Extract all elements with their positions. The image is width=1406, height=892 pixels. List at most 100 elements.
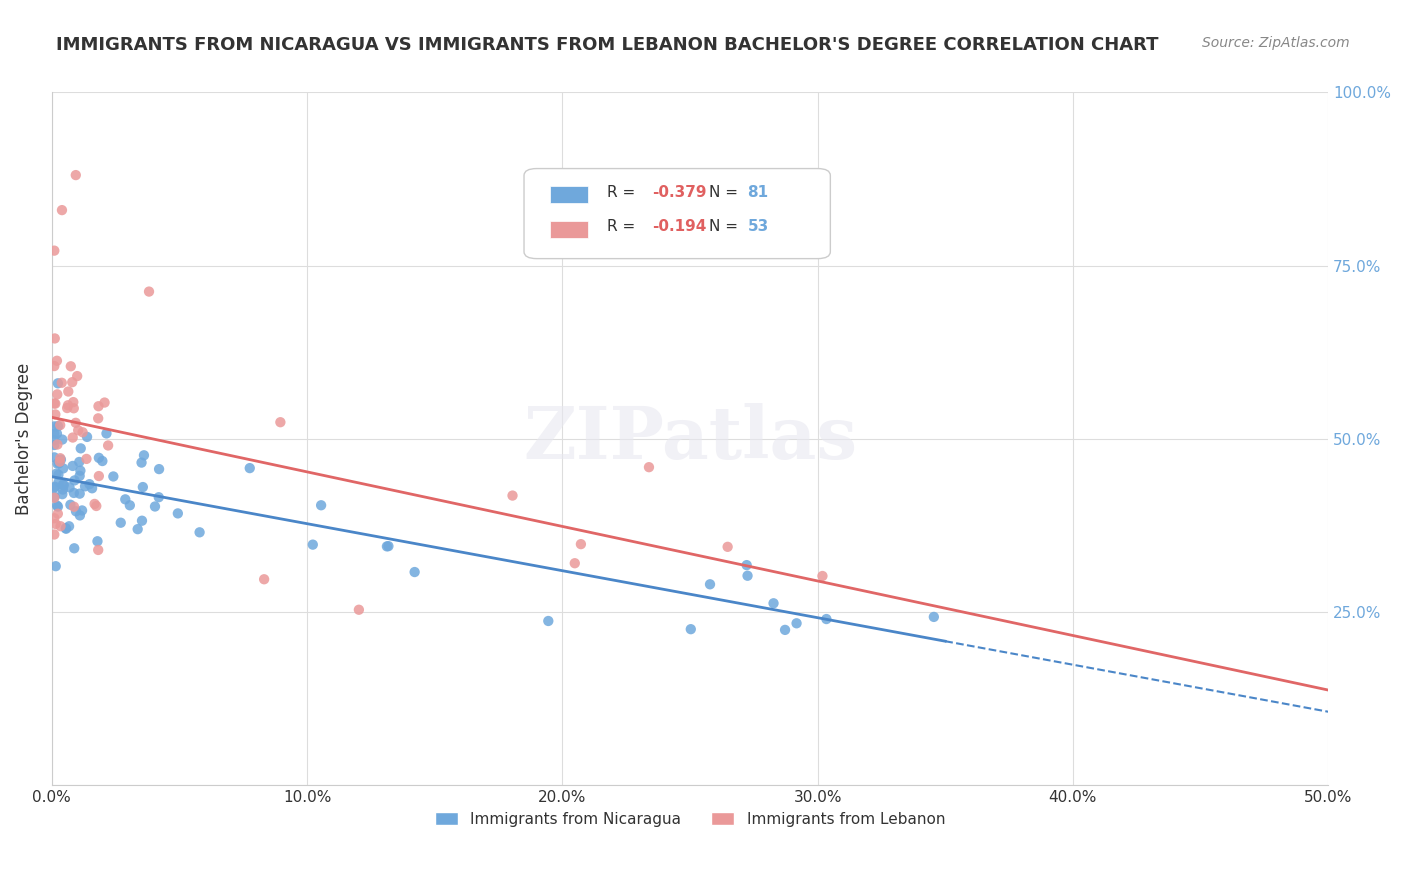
- Point: [69, 508, 91, 523]
- Point: [44, 396, 66, 410]
- Point: [56, 401, 79, 415]
- Point: [58, 480, 80, 494]
- Point: [45, 353, 67, 368]
- Point: [269, 415, 291, 429]
- Point: [138, 285, 160, 299]
- Point: [103, 469, 125, 483]
- Point: [69, 486, 91, 500]
- Point: [45, 467, 67, 481]
- Point: [44, 359, 66, 373]
- Point: [63, 500, 86, 514]
- Point: [49, 519, 72, 533]
- Point: [127, 522, 149, 536]
- Point: [67, 423, 90, 437]
- Point: [46, 499, 69, 513]
- Point: [97, 438, 120, 452]
- Point: [44, 331, 66, 345]
- Point: [65, 504, 87, 518]
- Point: [58, 519, 80, 533]
- Point: [75, 451, 97, 466]
- Point: [55, 521, 77, 535]
- Point: [87, 450, 110, 465]
- Point: [148, 462, 170, 476]
- Point: [65, 416, 87, 430]
- Point: [132, 448, 155, 462]
- Point: [46, 457, 69, 471]
- Point: [80, 481, 103, 495]
- Point: [44, 244, 66, 258]
- Text: IMMIGRANTS FROM NICARAGUA VS IMMIGRANTS FROM LEBANON BACHELOR'S DEGREE CORRELATI: IMMIGRANTS FROM NICARAGUA VS IMMIGRANTS …: [56, 36, 1159, 54]
- Point: [118, 498, 141, 512]
- Point: [49, 452, 72, 467]
- Point: [63, 486, 86, 500]
- Point: [188, 525, 211, 540]
- Legend: Immigrants from Nicaragua, Immigrants from Lebanon: Immigrants from Nicaragua, Immigrants fr…: [429, 805, 952, 833]
- Text: Source: ZipAtlas.com: Source: ZipAtlas.com: [1202, 36, 1350, 50]
- Point: [815, 612, 838, 626]
- Point: [375, 540, 398, 554]
- Point: [404, 565, 426, 579]
- Point: [59, 359, 82, 374]
- Point: [52, 461, 75, 475]
- Point: [114, 492, 136, 507]
- Point: [69, 464, 91, 478]
- Text: -0.379: -0.379: [651, 186, 706, 201]
- Point: [166, 507, 188, 521]
- Point: [62, 458, 84, 473]
- Point: [309, 498, 332, 512]
- Text: N =: N =: [709, 219, 742, 234]
- Point: [44, 527, 66, 541]
- Point: [52, 477, 75, 491]
- Point: [44, 396, 66, 410]
- Point: [44, 491, 66, 505]
- Point: [55, 522, 77, 536]
- Point: [84, 499, 107, 513]
- Point: [239, 461, 262, 475]
- Point: [87, 469, 110, 483]
- Point: [91, 454, 114, 468]
- Point: [56, 398, 79, 412]
- Point: [52, 483, 75, 497]
- Point: [46, 500, 69, 514]
- Point: [49, 455, 72, 469]
- Point: [638, 460, 661, 475]
- Point: [44, 481, 66, 495]
- Point: [73, 479, 96, 493]
- Point: [87, 399, 110, 413]
- Point: [63, 541, 86, 556]
- Point: [65, 168, 87, 182]
- Point: [70, 503, 93, 517]
- Point: [59, 498, 82, 512]
- Point: [922, 610, 945, 624]
- Point: [87, 543, 110, 558]
- Point: [502, 489, 524, 503]
- Point: [69, 468, 91, 483]
- Point: [96, 426, 118, 441]
- Text: R =: R =: [607, 186, 640, 201]
- Text: ZIPatlas: ZIPatlas: [523, 403, 858, 475]
- Point: [148, 490, 170, 504]
- Point: [76, 430, 98, 444]
- Point: [46, 507, 69, 521]
- Y-axis label: Bachelor's Degree: Bachelor's Degree: [15, 363, 32, 515]
- Point: [66, 369, 89, 384]
- Point: [569, 537, 592, 551]
- Point: [46, 437, 69, 451]
- Point: [301, 538, 323, 552]
- Point: [60, 375, 83, 389]
- Point: [762, 596, 785, 610]
- Point: [44, 426, 66, 441]
- Point: [48, 475, 70, 490]
- Point: [44, 408, 66, 422]
- Point: [62, 431, 84, 445]
- Point: [46, 426, 69, 441]
- Point: [347, 603, 370, 617]
- Point: [143, 500, 166, 514]
- Point: [51, 376, 73, 390]
- Text: 81: 81: [748, 186, 769, 201]
- Point: [737, 568, 759, 582]
- Point: [87, 411, 110, 425]
- Point: [44, 434, 66, 448]
- Point: [58, 384, 80, 399]
- Point: [44, 480, 66, 494]
